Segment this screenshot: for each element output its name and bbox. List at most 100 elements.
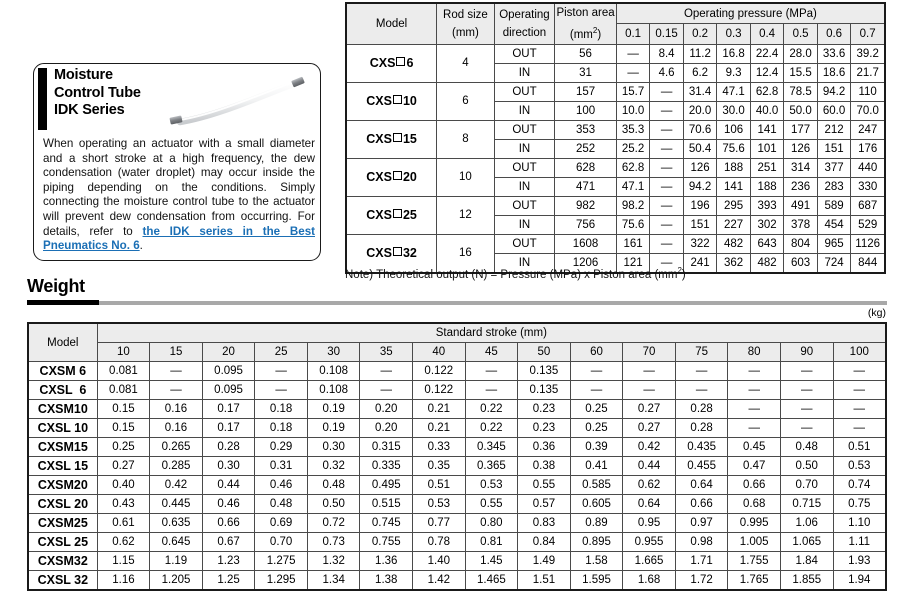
- output-table-body: CXS 6 4 OUT 56—8.4 11.2 16.8 22.4 28.0 33.6 39.2 IN…: [345, 43, 886, 274]
- weight-value: 0.97: [674, 513, 729, 533]
- weight-value: —: [464, 380, 519, 400]
- output-value: 241: [682, 252, 718, 274]
- col-stroke-50: 50: [517, 342, 571, 362]
- weight-model-CXSL15: CXSL 15: [27, 456, 98, 476]
- output-value: 283: [816, 176, 852, 197]
- weight-value: —: [779, 418, 834, 438]
- output-table-row: IN 756 75.6—151 227 302 378 454 529: [346, 214, 886, 235]
- output-value: 47.1: [615, 176, 651, 197]
- output-value: 302: [749, 214, 785, 235]
- weight-model-CXSM25: CXSM25: [27, 513, 98, 533]
- weight-value: 0.36: [517, 437, 571, 457]
- col-stroke-75: 75: [674, 342, 729, 362]
- output-header-row-1: Model Rod size (mm) Operating direction …: [345, 2, 886, 45]
- output-value: 314: [783, 157, 818, 178]
- weight-table-container: Model Standard stroke (mm) 10 15 20 25 30 35 4…: [27, 322, 887, 591]
- weight-value: 0.66: [201, 513, 256, 533]
- weight-value: 0.30: [306, 437, 361, 457]
- weight-value: 0.62: [96, 532, 151, 552]
- weight-value: —: [727, 418, 781, 438]
- weight-value: 0.81: [464, 532, 519, 552]
- output-value: 60.0: [816, 100, 852, 121]
- col-model: Model: [345, 2, 438, 45]
- weight-value: —: [779, 399, 834, 419]
- output-model-CXS20: CXS 20: [345, 157, 438, 197]
- weight-value: 0.495: [359, 475, 414, 495]
- col-piston-area: Piston area (mm2): [554, 2, 617, 45]
- weight-value: 0.25: [569, 399, 624, 419]
- weight-value: 0.83: [517, 513, 571, 533]
- output-value: 643: [749, 233, 785, 254]
- output-value: 33.6: [816, 43, 852, 64]
- output-piston-area: 100: [554, 100, 617, 121]
- weight-value: 0.20: [359, 418, 414, 438]
- output-value: 25.2: [615, 138, 651, 159]
- weight-value: 0.18: [254, 418, 308, 438]
- weight-value: 0.64: [622, 494, 676, 514]
- output-table-row: IN 252 25.2—50.4 75.6 101 126 151 176: [346, 138, 886, 159]
- output-model-CXS10: CXS 10: [345, 81, 438, 121]
- weight-table-row: CXSM20 0.40 0.42 0.44 0.46 0.48 0.495 0.51 0.53 0…: [27, 475, 887, 495]
- output-rod-size: 12: [436, 195, 495, 235]
- col-pressure-0.6: 0.6: [816, 23, 852, 45]
- output-value: 62.8: [615, 157, 651, 178]
- weight-value: —: [832, 418, 887, 438]
- weight-value: 0.315: [359, 437, 414, 457]
- weight-value: 0.44: [201, 475, 256, 495]
- weight-value: 0.45: [727, 437, 781, 457]
- output-value: —: [649, 195, 684, 216]
- weight-heading-rule-black: [27, 300, 99, 305]
- output-value: 126: [682, 157, 718, 178]
- weight-value: 0.17: [201, 399, 256, 419]
- output-value: 75.6: [716, 138, 751, 159]
- weight-value: 0.335: [359, 456, 414, 476]
- weight-table-row: CXSM25 0.61 0.635 0.66 0.69 0.72 0.745 0.77 0.80…: [27, 513, 887, 533]
- theoretical-output-note: Note) Theoretical output (N) = Pressure …: [345, 266, 686, 281]
- weight-value: 0.51: [412, 475, 466, 495]
- weight-table-body: CXSM 6 0.081—0.095—0.108—0.122—0.135— — — — —…: [27, 361, 887, 591]
- output-value: 70.0: [850, 100, 886, 121]
- weight-value: 0.19: [306, 399, 361, 419]
- output-direction: OUT: [493, 81, 556, 102]
- weight-value: 0.55: [464, 494, 519, 514]
- weight-value: —: [464, 361, 519, 381]
- output-value: 4.6: [649, 62, 684, 83]
- callout-body-after-link: .: [139, 239, 143, 253]
- weight-value: 0.265: [149, 437, 203, 457]
- square-placeholder-icon: [392, 247, 402, 257]
- weight-value: 0.33: [412, 437, 466, 457]
- weight-value: —: [149, 361, 203, 381]
- weight-value: 0.23: [517, 418, 571, 438]
- output-value: 16.8: [716, 43, 751, 64]
- moisture-control-tube-illustration: [169, 76, 305, 126]
- weight-value: 1.15: [96, 551, 151, 571]
- weight-value: 0.122: [412, 380, 466, 400]
- weight-model-CXSL6: CXSL 6: [27, 380, 98, 400]
- weight-value: 1.51: [517, 570, 571, 591]
- output-value: 15.7: [615, 81, 651, 102]
- weight-value: 1.855: [779, 570, 834, 591]
- output-value: 126: [783, 138, 818, 159]
- weight-heading-rule-gray: [27, 301, 887, 305]
- output-rod-size: 16: [436, 233, 495, 274]
- output-value: 18.6: [816, 62, 852, 83]
- output-value: 94.2: [682, 176, 718, 197]
- weight-value: 0.715: [779, 494, 834, 514]
- output-value: 78.5: [783, 81, 818, 102]
- output-value: 161: [615, 233, 651, 254]
- output-value: 121: [615, 252, 651, 274]
- weight-value: 0.955: [622, 532, 676, 552]
- weight-value: —: [254, 361, 308, 381]
- weight-value: 0.42: [622, 437, 676, 457]
- idk-series-link[interactable]: the IDK series in the Best Pneumatics No…: [43, 224, 316, 253]
- weight-value: 0.995: [727, 513, 781, 533]
- callout-title-line-3: IDK Series: [54, 102, 125, 118]
- output-direction: IN: [493, 62, 556, 83]
- output-value: 687: [850, 195, 886, 216]
- output-table-row: CXS 6 4 OUT 56—8.4 11.2 16.8 22.4 28.0 33.6 39.2: [345, 43, 886, 83]
- weight-value: —: [727, 399, 781, 419]
- col-stroke-45: 45: [464, 342, 519, 362]
- output-value: 15.5: [783, 62, 818, 83]
- output-value: 1126: [850, 233, 886, 254]
- callout-title: Moisture Control Tube IDK Series: [54, 67, 141, 120]
